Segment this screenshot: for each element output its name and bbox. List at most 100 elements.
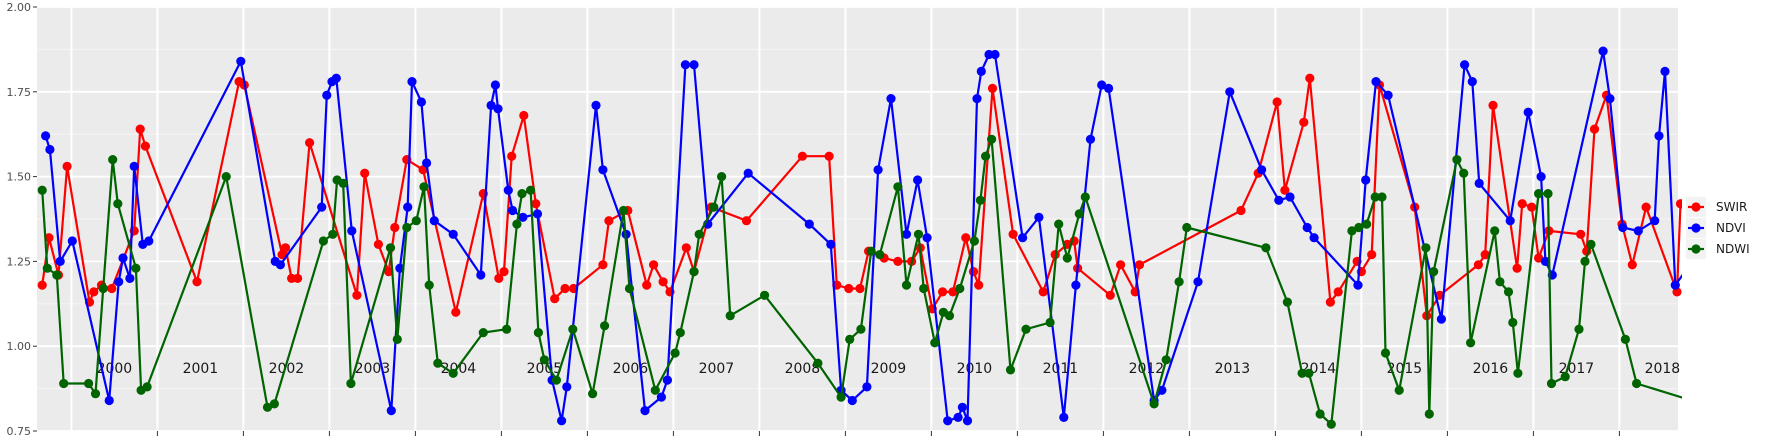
data-point-ndvi (118, 253, 128, 263)
data-point-ndwi (1586, 239, 1596, 249)
data-point-ndwi (1513, 368, 1523, 378)
data-point-swir (1721, 284, 1730, 293)
data-point-swir (418, 165, 428, 175)
data-point-ndvi (913, 175, 923, 185)
data-point-swir (140, 141, 150, 151)
data-point-swir (1367, 250, 1377, 260)
data-point-swir (1768, 152, 1773, 161)
data-point-ndwi (1560, 372, 1570, 382)
data-point-swir (987, 83, 998, 93)
data-point-ndvi (532, 209, 543, 219)
legend: SWIR NDVI NDWI (1686, 197, 1750, 259)
data-point-swir (844, 283, 854, 294)
data-point-ndvi (1670, 280, 1680, 290)
data-point-ndvi (1660, 66, 1670, 76)
data-point-ndwi (913, 229, 924, 239)
data-point-ndwi (1304, 368, 1314, 378)
data-point-ndwi (1045, 317, 1055, 328)
data-point-ndwi (1080, 192, 1090, 202)
data-point-ndwi (717, 172, 727, 182)
legend-label: NDWI (1716, 242, 1750, 256)
y-tick-label: 1.50 (7, 171, 32, 184)
data-point-ndvi (689, 60, 699, 70)
data-point-ndwi (866, 246, 876, 256)
data-point-ndwi (1174, 277, 1184, 287)
data-point-ndvi (680, 60, 691, 70)
data-point-swir (797, 151, 808, 161)
data-point-ndvi (407, 77, 417, 87)
data-point-ndwi (930, 338, 940, 348)
data-point-swir (1480, 250, 1490, 260)
data-point-ndwi (448, 368, 458, 378)
data-point-ndvi (1383, 90, 1393, 100)
data-point-ndvi (125, 273, 135, 283)
data-point-ndwi (113, 199, 123, 209)
data-point-ndwi (98, 283, 108, 294)
legend-key-ndwi (1691, 244, 1701, 254)
data-point-swir (550, 294, 560, 304)
data-point-ndwi (539, 355, 550, 365)
data-point-swir (1272, 97, 1282, 107)
data-point-ndwi (836, 392, 846, 402)
data-point-ndwi (1534, 189, 1544, 199)
data-point-swir (1305, 73, 1315, 83)
year-label: 2009 (871, 361, 907, 377)
data-point-ndvi (476, 270, 486, 280)
data-point-ndwi (1005, 365, 1016, 375)
data-point-ndwi (875, 250, 885, 260)
data-point-ndwi (108, 155, 118, 165)
data-point-ndvi (1225, 87, 1235, 97)
data-point-ndvi (1361, 175, 1371, 185)
data-point-ndvi (403, 202, 413, 212)
data-point-ndvi (957, 402, 968, 412)
data-point-ndwi (402, 222, 412, 233)
data-point-ndwi (37, 185, 47, 195)
data-point-ndwi (975, 195, 986, 205)
data-point-swir (352, 290, 362, 300)
data-point-ndwi (670, 348, 680, 358)
data-point-swir (37, 280, 47, 290)
data-point-ndwi (1062, 253, 1072, 263)
data-point-swir (893, 256, 903, 266)
data-point-ndwi (1495, 277, 1505, 287)
data-point-swir (1105, 290, 1115, 300)
data-point-ndvi (1654, 131, 1664, 141)
year-label: 2008 (785, 361, 821, 377)
data-point-ndwi (52, 270, 62, 280)
data-point-swir (519, 110, 529, 121)
data-point-ndwi (1466, 338, 1476, 348)
data-point-ndvi (275, 260, 285, 270)
data-point-swir (1236, 205, 1246, 216)
year-label: 2002 (269, 361, 305, 377)
data-point-swir (1008, 229, 1018, 239)
data-point-swir (649, 260, 659, 270)
data-point-ndwi (411, 216, 421, 226)
data-point-swir (494, 273, 504, 283)
data-point-ndwi (1757, 342, 1766, 351)
data-point-swir (277, 250, 287, 260)
data-point-ndvi (1536, 172, 1546, 182)
data-point-ndvi (640, 406, 650, 416)
data-point-ndwi (1574, 324, 1584, 334)
data-point-ndwi (1326, 419, 1336, 429)
data-point-ndvi (317, 202, 327, 212)
data-point-ndvi (598, 165, 608, 175)
legend-label: NDVI (1716, 221, 1746, 235)
data-point-swir (1333, 287, 1343, 297)
data-point-swir (1280, 185, 1290, 195)
year-label: 2010 (957, 361, 993, 377)
data-point-ndwi (1452, 155, 1462, 165)
data-point-swir (1517, 199, 1527, 209)
data-point-ndwi (1490, 226, 1500, 236)
data-point-ndvi (1650, 216, 1660, 226)
data-point-ndvi (1059, 412, 1069, 422)
data-point-ndwi (845, 334, 855, 344)
data-point-ndvi (1097, 80, 1107, 90)
data-point-ndwi (919, 283, 929, 294)
data-point-swir (373, 239, 383, 249)
data-point-ndvi (953, 412, 963, 422)
year-label: 2013 (1215, 361, 1251, 377)
data-point-ndvi (1505, 216, 1515, 226)
data-point-ndwi (969, 236, 980, 246)
data-point-ndwi (1543, 189, 1553, 199)
